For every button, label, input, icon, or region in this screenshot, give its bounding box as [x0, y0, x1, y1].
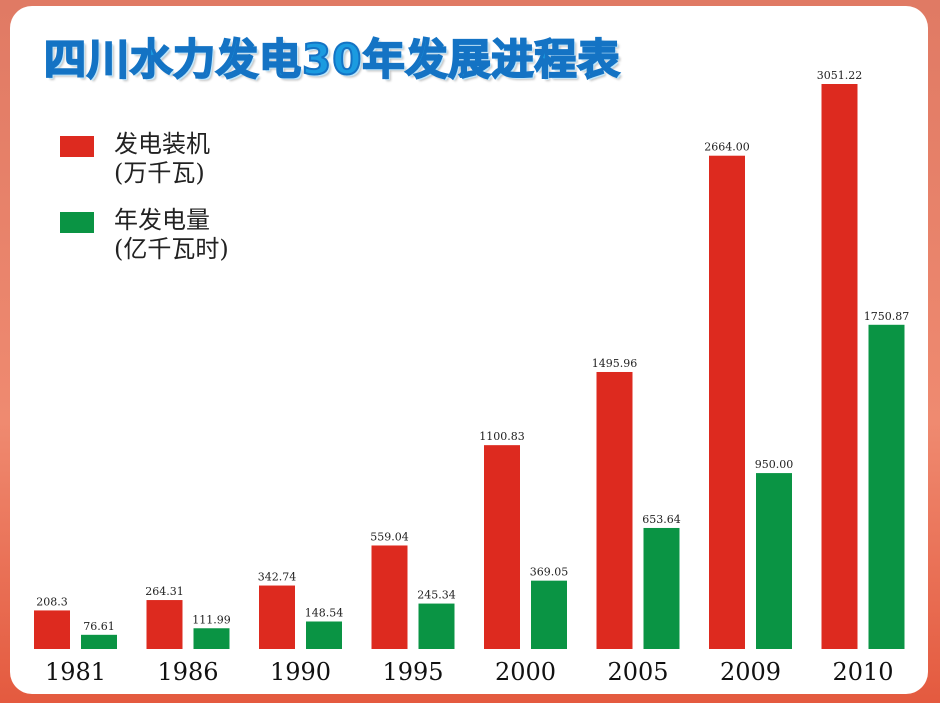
- bar-generation-2005: [643, 527, 680, 649]
- x-tick-label-1990: 1990: [270, 658, 331, 686]
- bar-capacity-1981: [34, 610, 70, 649]
- chart-title: 四川水力发电30年发展进程表: [43, 34, 621, 85]
- bar-generation-2009: [756, 473, 792, 649]
- bar-capacity-2000: [484, 445, 520, 649]
- value-label-capacity-1981: 208.3: [36, 595, 68, 608]
- value-label-capacity-1995: 559.04: [370, 530, 409, 543]
- value-label-capacity-2000: 1100.83: [479, 430, 525, 443]
- value-label-generation-2009: 950.00: [755, 458, 794, 471]
- value-label-capacity-1986: 264.31: [145, 585, 184, 598]
- legend-swatch-capacity: [60, 136, 94, 157]
- legend-swatch-generation: [60, 212, 94, 233]
- bar-generation-1981: [81, 634, 117, 649]
- x-tick-label-2009: 2009: [720, 658, 781, 686]
- value-label-capacity-2005: 1495.96: [592, 357, 638, 370]
- value-label-generation-1995: 245.34: [417, 589, 456, 602]
- value-label-generation-2005: 653.64: [642, 513, 681, 526]
- legend-unit-generation: (亿千瓦时): [114, 235, 229, 263]
- bar-capacity-2005: [596, 371, 633, 649]
- bar-generation-2010: [868, 324, 905, 649]
- x-tick-label-1981: 1981: [45, 658, 106, 686]
- bar-capacity-1995: [371, 545, 408, 649]
- bar-capacity-1986: [146, 600, 183, 649]
- value-label-generation-2010: 1750.87: [864, 310, 910, 323]
- legend-name-capacity: 发电装机: [114, 130, 210, 158]
- legend-unit-capacity: (万千瓦): [114, 159, 205, 187]
- bar-generation-1990: [306, 621, 342, 649]
- bar-generation-2000: [531, 580, 567, 649]
- x-tick-label-1995: 1995: [382, 658, 443, 686]
- x-tick-label-1986: 1986: [157, 658, 218, 686]
- legend-name-generation: 年发电量: [114, 206, 210, 234]
- bar-capacity-2010: [821, 84, 858, 649]
- value-label-generation-2000: 369.05: [530, 566, 569, 579]
- value-label-capacity-2010: 3051.22: [817, 69, 863, 82]
- legend-label-capacity: 发电装机 (万千瓦): [114, 130, 210, 188]
- value-label-generation-1981: 76.61: [83, 620, 115, 633]
- value-label-generation-1990: 148.54: [305, 606, 344, 619]
- x-tick-label-2010: 2010: [832, 658, 893, 686]
- legend-label-generation: 年发电量 (亿千瓦时): [114, 206, 229, 264]
- bar-capacity-2009: [709, 155, 745, 649]
- bar-capacity-1990: [259, 585, 295, 649]
- x-tick-label-2000: 2000: [495, 658, 556, 686]
- x-tick-label-2005: 2005: [607, 658, 668, 686]
- value-label-generation-1986: 111.99: [192, 613, 231, 626]
- bar-generation-1995: [418, 603, 455, 649]
- value-label-capacity-2009: 2664.00: [704, 141, 750, 154]
- bar-generation-1986: [193, 628, 230, 649]
- value-label-capacity-1990: 342.74: [258, 571, 297, 584]
